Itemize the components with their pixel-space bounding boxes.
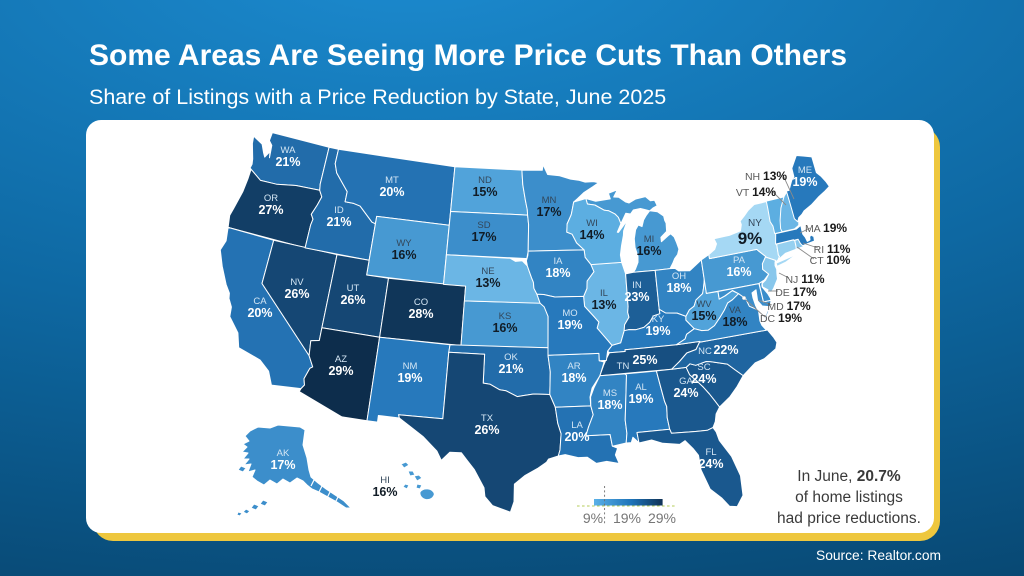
- svg-text:16%: 16%: [492, 321, 517, 335]
- svg-text:DE 17%: DE 17%: [775, 285, 817, 299]
- svg-text:28%: 28%: [408, 307, 433, 321]
- svg-text:KS: KS: [499, 311, 512, 322]
- svg-text:16%: 16%: [372, 485, 397, 499]
- svg-text:WV: WV: [696, 299, 712, 310]
- svg-text:IA: IA: [554, 256, 564, 267]
- svg-text:26%: 26%: [284, 287, 309, 301]
- svg-text:9%: 9%: [738, 229, 763, 248]
- svg-text:OK: OK: [504, 352, 518, 363]
- svg-text:MT: MT: [385, 175, 399, 186]
- svg-text:NV: NV: [290, 277, 304, 288]
- svg-text:NE: NE: [481, 266, 494, 277]
- svg-text:UT: UT: [347, 283, 360, 294]
- svg-text:ME: ME: [798, 165, 812, 176]
- svg-text:WI: WI: [586, 218, 598, 229]
- svg-text:WA: WA: [281, 145, 297, 156]
- svg-text:21%: 21%: [498, 362, 523, 376]
- svg-text:21%: 21%: [326, 215, 351, 229]
- svg-text:18%: 18%: [722, 315, 747, 329]
- svg-text:19%: 19%: [628, 392, 653, 406]
- svg-text:16%: 16%: [636, 244, 661, 258]
- svg-text:NJ 11%: NJ 11%: [785, 272, 824, 286]
- svg-text:13%: 13%: [591, 298, 616, 312]
- svg-text:RI 11%: RI 11%: [814, 242, 851, 256]
- svg-text:MD 17%: MD 17%: [767, 299, 811, 313]
- svg-text:VA: VA: [729, 305, 742, 316]
- svg-text:MN: MN: [542, 195, 557, 206]
- svg-text:AK: AK: [277, 448, 290, 459]
- svg-text:24%: 24%: [698, 457, 723, 471]
- svg-text:27%: 27%: [258, 203, 283, 217]
- svg-text:MO: MO: [562, 308, 577, 319]
- svg-text:ND: ND: [478, 175, 492, 186]
- svg-text:21%: 21%: [275, 155, 300, 169]
- svg-text:IN: IN: [632, 280, 642, 291]
- svg-text:18%: 18%: [561, 371, 586, 385]
- svg-text:WY: WY: [396, 238, 412, 249]
- svg-text:13%: 13%: [475, 276, 500, 290]
- svg-text:15%: 15%: [691, 309, 716, 323]
- svg-text:IL: IL: [600, 288, 608, 299]
- svg-text:DC 19%: DC 19%: [760, 311, 802, 325]
- svg-text:CO: CO: [414, 297, 428, 308]
- svg-text:MS: MS: [603, 388, 617, 399]
- svg-text:20%: 20%: [247, 306, 272, 320]
- svg-text:23%: 23%: [624, 290, 649, 304]
- svg-text:26%: 26%: [340, 293, 365, 307]
- svg-text:24%: 24%: [673, 386, 698, 400]
- svg-text:19%: 19%: [397, 371, 422, 385]
- svg-text:16%: 16%: [391, 248, 416, 262]
- svg-text:TX: TX: [481, 413, 494, 424]
- svg-text:SD: SD: [477, 220, 490, 231]
- svg-text:NY: NY: [748, 218, 762, 229]
- svg-text:ID: ID: [334, 205, 344, 216]
- svg-text:16%: 16%: [726, 265, 751, 279]
- svg-text:HI: HI: [380, 475, 390, 486]
- svg-text:18%: 18%: [545, 266, 570, 280]
- svg-text:SC: SC: [697, 362, 710, 373]
- svg-text:LA: LA: [571, 420, 583, 431]
- svg-text:9%: 9%: [583, 510, 603, 526]
- svg-text:VT 14%: VT 14%: [736, 185, 777, 199]
- svg-text:26%: 26%: [474, 423, 499, 437]
- svg-text:CA: CA: [253, 296, 267, 307]
- svg-text:MA 19%: MA 19%: [805, 221, 847, 235]
- svg-text:18%: 18%: [666, 281, 691, 295]
- svg-text:17%: 17%: [270, 458, 295, 472]
- svg-text:NM: NM: [403, 361, 418, 372]
- svg-text:OH: OH: [672, 271, 686, 282]
- svg-text:OR: OR: [264, 193, 278, 204]
- svg-text:20%: 20%: [379, 185, 404, 199]
- svg-text:17%: 17%: [471, 230, 496, 244]
- svg-text:AL: AL: [635, 382, 647, 393]
- svg-text:NH 13%: NH 13%: [745, 169, 787, 183]
- svg-text:19%: 19%: [792, 175, 817, 189]
- svg-text:29%: 29%: [328, 364, 353, 378]
- svg-text:AZ: AZ: [335, 354, 347, 365]
- svg-text:GA: GA: [679, 376, 693, 387]
- svg-text:19%: 19%: [613, 510, 641, 526]
- svg-text:TN: TN: [617, 361, 630, 372]
- svg-text:25%: 25%: [632, 353, 657, 367]
- svg-text:22%: 22%: [713, 343, 738, 357]
- svg-text:24%: 24%: [691, 372, 716, 386]
- svg-text:KY: KY: [652, 314, 665, 325]
- svg-text:14%: 14%: [579, 228, 604, 242]
- svg-text:19%: 19%: [645, 324, 670, 338]
- svg-text:MI: MI: [644, 234, 655, 245]
- svg-text:FL: FL: [705, 447, 716, 458]
- svg-text:PA: PA: [733, 255, 746, 266]
- svg-text:AR: AR: [567, 361, 580, 372]
- svg-text:17%: 17%: [536, 205, 561, 219]
- svg-text:29%: 29%: [648, 510, 676, 526]
- svg-text:18%: 18%: [597, 398, 622, 412]
- svg-text:CT 10%: CT 10%: [810, 253, 851, 267]
- svg-text:20%: 20%: [564, 430, 589, 444]
- svg-text:15%: 15%: [472, 185, 497, 199]
- svg-text:NC: NC: [698, 346, 712, 357]
- svg-text:19%: 19%: [557, 318, 582, 332]
